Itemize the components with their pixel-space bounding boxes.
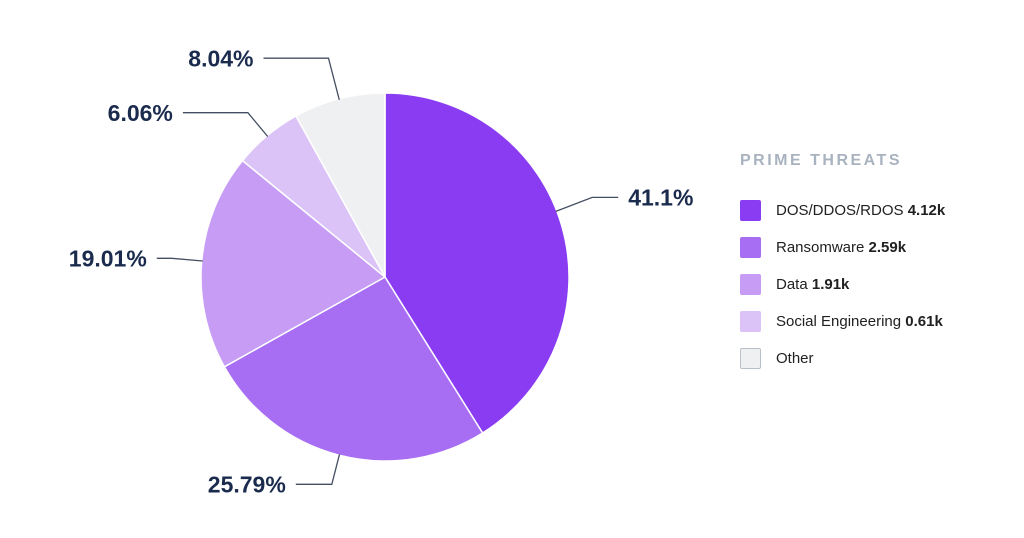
leader-line [182, 112, 269, 137]
legend-title: PRIME THREATS [740, 152, 902, 169]
leader-line [156, 257, 203, 262]
legend-item-data[interactable]: Data 1.91k [740, 274, 1010, 295]
legend-label: Data 1.91k [776, 276, 850, 293]
legend-label: Social Engineering 0.61k [776, 313, 943, 330]
pie-slice-dos-ddos-rdos[interactable] [384, 92, 570, 434]
percent-label: 41.1% [628, 184, 693, 210]
legend-item-ransomware[interactable]: Ransomware 2.59k [740, 237, 1010, 258]
percent-label: 6.06% [108, 100, 173, 126]
legend-swatch [740, 274, 761, 295]
leader-line [555, 196, 619, 213]
legend: PRIME THREATS DOS/DDOS/RDOS 4.12k Ransom… [740, 152, 1010, 385]
percent-label: 8.04% [188, 45, 253, 71]
legend-label: Ransomware 2.59k [776, 239, 907, 256]
legend-swatch [740, 348, 761, 369]
percent-label: 25.79% [208, 471, 286, 497]
percent-label: 19.01% [69, 245, 147, 271]
legend-item-other[interactable]: Other [740, 348, 1010, 369]
legend-label: Other [776, 350, 814, 367]
leader-line [295, 454, 341, 485]
legend-label: DOS/DDOS/RDOS 4.12k [776, 202, 946, 219]
leader-line [263, 57, 340, 100]
legend-swatch [740, 237, 761, 258]
legend-swatch [740, 200, 761, 221]
legend-swatch [740, 311, 761, 332]
legend-item-dos-ddos-rdos[interactable]: DOS/DDOS/RDOS 4.12k [740, 200, 1010, 221]
legend-item-social-engineering[interactable]: Social Engineering 0.61k [740, 311, 1010, 332]
